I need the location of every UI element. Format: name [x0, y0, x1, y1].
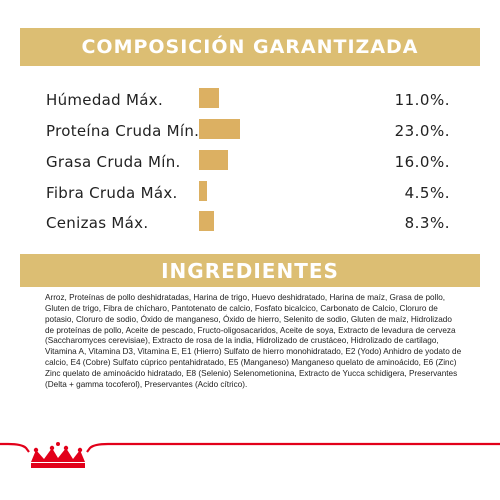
nutrient-value: 23.0%. — [394, 122, 450, 140]
nutrient-label: Grasa Cruda Mín. — [46, 153, 181, 171]
composition-row: Húmedad Máx. 11.0%. — [0, 88, 500, 114]
nutrient-label: Cenizas Máx. — [46, 214, 149, 232]
crown-icon — [31, 442, 85, 468]
composition-title: COMPOSICIÓN GARANTIZADA — [81, 36, 419, 58]
ingredients-text: Arroz, Proteínas de pollo deshidratadas,… — [45, 293, 462, 389]
composition-row: Cenizas Máx. 8.3%. — [0, 211, 500, 237]
nutrient-bar — [199, 181, 207, 201]
nutrient-bar — [199, 150, 228, 170]
composition-row: Proteína Cruda Mín. 23.0%. — [0, 119, 500, 145]
nutrient-value: 16.0%. — [394, 153, 450, 171]
nutrient-bar — [199, 119, 240, 139]
nutrient-label: Proteína Cruda Mín. — [46, 122, 200, 140]
footer-red-line — [86, 442, 500, 453]
composition-header: COMPOSICIÓN GARANTIZADA — [20, 28, 480, 66]
ingredients-title: INGREDIENTES — [161, 258, 339, 283]
nutrient-label: Fibra Cruda Máx. — [46, 184, 178, 202]
nutrient-value: 4.5%. — [404, 184, 450, 202]
ingredients-header: INGREDIENTES — [20, 254, 480, 287]
nutrient-bar — [199, 211, 214, 231]
nutrient-label: Húmedad Máx. — [46, 91, 164, 109]
composition-row: Grasa Cruda Mín. 16.0%. — [0, 150, 500, 176]
footer-red-line — [0, 442, 30, 453]
nutrient-bar — [199, 88, 219, 108]
nutrient-value: 8.3%. — [404, 214, 450, 232]
composition-row: Fibra Cruda Máx. 4.5%. — [0, 181, 500, 207]
footer-decoration — [0, 442, 500, 468]
nutrient-value: 11.0%. — [394, 91, 450, 109]
